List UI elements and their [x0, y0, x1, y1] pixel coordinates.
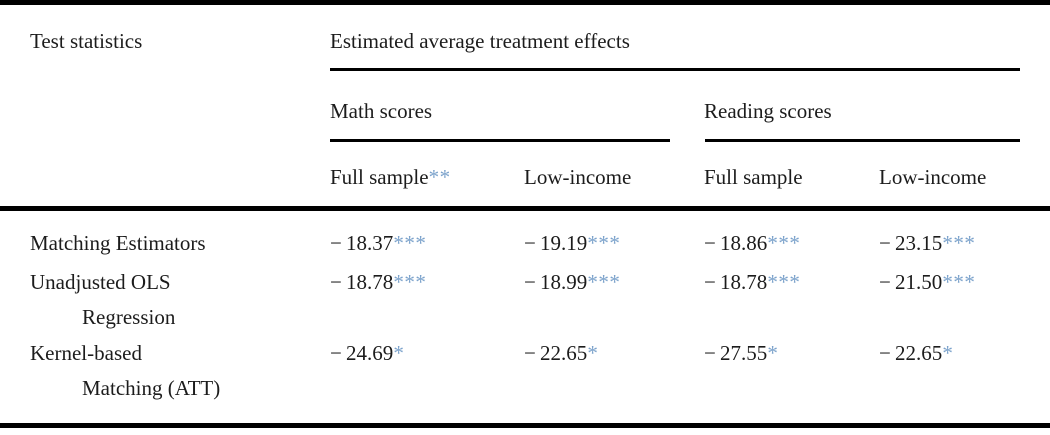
group-header-math: Math scores [330, 99, 433, 123]
group-header-band: Math scores Reading scores [30, 94, 1020, 129]
column-header-math-full-sample: Full sample** [330, 160, 524, 195]
significance-stars: *** [587, 270, 621, 294]
cell-value: − 23.15 [879, 231, 943, 255]
column-header-band: Full sample** Low-income Full sample Low… [30, 160, 1020, 195]
table-row: Unadjusted OLS Regression − 18.78*** − 1… [30, 265, 1020, 335]
table-cell: − 21.50*** [879, 265, 1020, 300]
table-cell: − 22.65* [524, 336, 704, 371]
group-header-reading: Reading scores [704, 99, 832, 123]
column-header-label: Full sample [330, 165, 429, 189]
table-cell: − 18.99*** [524, 265, 704, 300]
column-header-reading-low-income: Low-income [879, 160, 1020, 195]
table-cell: − 18.78*** [704, 265, 879, 300]
significance-stars: *** [393, 270, 427, 294]
column-header-math-low-income: Low-income [524, 160, 704, 195]
cell-value: − 27.55 [704, 341, 768, 365]
column-header-label: Low-income [879, 165, 987, 189]
significance-stars: *** [942, 231, 976, 255]
reading-group-span-rule [705, 139, 1020, 142]
cell-value: − 19.19 [524, 231, 588, 255]
table-cell: − 18.86*** [704, 226, 879, 261]
top-header-span-rule [330, 68, 1020, 71]
significance-stars: *** [767, 231, 801, 255]
cell-value: − 18.37 [330, 231, 394, 255]
table-row: Kernel-based Matching (ATT) − 24.69* − 2… [30, 336, 1020, 406]
cell-value: − 18.78 [330, 270, 394, 294]
significance-stars: ** [428, 165, 451, 189]
row-label-line2: Matching (ATT) [82, 376, 221, 400]
table-header-band: Test statistics Estimated average treatm… [30, 24, 1020, 59]
header-body-divider-rule [0, 206, 1050, 211]
row-header-title: Test statistics [30, 29, 143, 53]
row-label: Unadjusted OLS Regression [30, 265, 330, 335]
table-cell: − 18.37*** [330, 226, 524, 261]
significance-stars: * [393, 341, 405, 365]
row-label: Kernel-based Matching (ATT) [30, 336, 330, 406]
cell-value: − 21.50 [879, 270, 943, 294]
table-cell: − 22.65* [879, 336, 1020, 371]
column-header-label: Low-income [524, 165, 632, 189]
table-row: Matching Estimators − 18.37*** − 19.19**… [30, 226, 1020, 261]
table-cell: − 19.19*** [524, 226, 704, 261]
significance-stars: * [942, 341, 954, 365]
significance-stars: *** [942, 270, 976, 294]
row-label-line1: Kernel-based [30, 341, 142, 365]
cell-value: − 18.86 [704, 231, 768, 255]
column-header-label: Full sample [704, 165, 803, 189]
math-group-span-rule [330, 139, 670, 142]
table-cell: − 27.55* [704, 336, 879, 371]
table-cell: − 24.69* [330, 336, 524, 371]
significance-stars: * [767, 341, 779, 365]
cell-value: − 18.78 [704, 270, 768, 294]
cell-value: − 24.69 [330, 341, 394, 365]
table-cell: − 18.78*** [330, 265, 524, 300]
row-label: Matching Estimators [30, 226, 330, 261]
row-label-line1: Matching Estimators [30, 231, 206, 255]
significance-stars: * [587, 341, 599, 365]
significance-stars: *** [587, 231, 621, 255]
top-header-title: Estimated average treatment effects [330, 29, 630, 53]
cell-value: − 18.99 [524, 270, 588, 294]
column-header-reading-full-sample: Full sample [704, 160, 879, 195]
top-rule [0, 0, 1050, 5]
table-cell: − 23.15*** [879, 226, 1020, 261]
bottom-rule [0, 423, 1050, 428]
cell-value: − 22.65 [879, 341, 943, 365]
cell-value: − 22.65 [524, 341, 588, 365]
significance-stars: *** [393, 231, 427, 255]
row-label-line1: Unadjusted OLS [30, 270, 171, 294]
significance-stars: *** [767, 270, 801, 294]
row-label-line2: Regression [82, 305, 176, 329]
